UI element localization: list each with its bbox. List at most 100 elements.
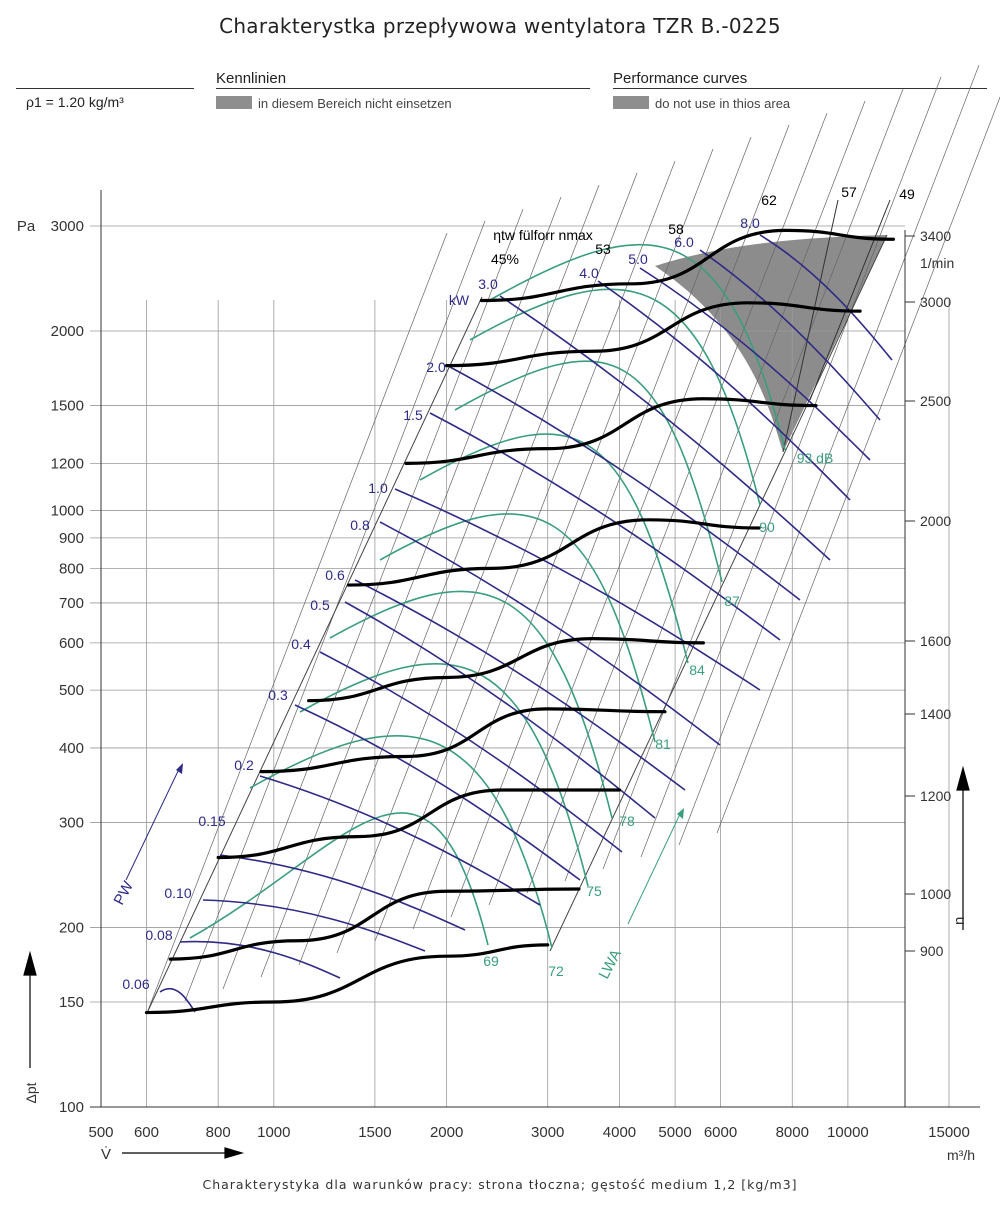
left-boundary-line xyxy=(146,296,483,1014)
sound-value-label: 78 xyxy=(619,813,635,829)
power-value-label: 0.08 xyxy=(145,927,172,943)
y-tick-label: 400 xyxy=(59,740,84,757)
chart-footer: Charakterystyka dla warunków pracy: stro… xyxy=(202,1177,798,1192)
power-curve xyxy=(179,940,341,979)
sound-curve xyxy=(419,433,689,664)
de-note: in diesem Bereich nicht einsetzen xyxy=(258,96,452,111)
y-tick-label: 150 xyxy=(59,994,84,1011)
pressure-curve xyxy=(445,301,862,368)
power-value-label: 0.8 xyxy=(350,517,370,533)
power-value-label: 0.4 xyxy=(291,636,311,652)
header-rule-en xyxy=(613,88,987,89)
sound-curve xyxy=(454,360,723,583)
speed-tick-label: 2500 xyxy=(920,393,951,409)
power-value-label: 0.06 xyxy=(122,976,149,992)
y-tick-label: 1200 xyxy=(51,455,84,472)
x-tick-label: 500 xyxy=(88,1124,113,1141)
pw-arrow-line xyxy=(125,766,181,881)
sound-value-label: 81 xyxy=(655,736,671,752)
pressure-curve xyxy=(216,788,622,860)
speed-tick-label: 900 xyxy=(920,943,944,959)
en-title: Performance curves xyxy=(613,70,748,87)
power-curve xyxy=(159,987,196,1013)
speed-tick-label: 2000 xyxy=(920,513,951,529)
power-curve xyxy=(354,579,686,791)
right-boundary-line xyxy=(549,234,888,952)
pw-arrow-head xyxy=(176,763,183,774)
power-curve xyxy=(202,899,426,952)
power-curve xyxy=(759,234,893,361)
skew-gridline xyxy=(526,112,828,894)
pressure-curve xyxy=(168,887,581,961)
pressure-curve xyxy=(259,707,667,774)
x-tick-label: 2000 xyxy=(430,1124,463,1141)
lwa-arrow-head xyxy=(677,808,684,819)
eff-line-49 xyxy=(809,199,891,401)
y-tick-label: 1000 xyxy=(51,503,84,520)
sound-value-label: 72 xyxy=(548,963,564,979)
y-tick-label: 200 xyxy=(59,919,84,936)
skew-gridline xyxy=(678,64,980,846)
pressure-curve xyxy=(404,397,818,465)
lwa-axis-label: LWA xyxy=(596,947,625,982)
skew-gridline xyxy=(412,148,714,930)
skew-gridline xyxy=(146,232,448,1014)
x-tick-label: 8000 xyxy=(776,1124,809,1141)
fan-performance-chart: 100 150 200 300 400 500 600 700 800 900 1000 1200 15… xyxy=(17,64,1000,1163)
power-value-label: 5.0 xyxy=(628,251,648,267)
sound-value-label: 93 dB xyxy=(797,450,834,466)
speed-tick-label: 3000 xyxy=(920,294,951,310)
y-tick-label: 800 xyxy=(59,560,84,577)
power-value-label: 6.0 xyxy=(674,234,694,250)
power-curve xyxy=(294,704,581,881)
power-value-label: 0.5 xyxy=(310,597,330,613)
header-rule-left xyxy=(16,88,194,89)
efficiency-value-label: 53 xyxy=(595,241,611,257)
power-curve xyxy=(499,295,831,561)
de-swatch xyxy=(216,96,252,109)
sound-value-label: 87 xyxy=(724,593,740,609)
skew-gridline xyxy=(640,76,942,858)
skew-gridline xyxy=(716,96,1000,834)
x-tick-label: 10000 xyxy=(827,1124,869,1141)
speed-arrow xyxy=(956,765,970,930)
speed-tick-label: 1400 xyxy=(920,706,951,722)
x-tick-label: 1500 xyxy=(358,1124,391,1141)
power-curve xyxy=(429,412,781,641)
x-unit-label: m³/h xyxy=(947,1147,975,1163)
skew-gridline xyxy=(298,184,600,966)
power-value-label: 4.0 xyxy=(579,265,599,281)
y-tick-label: 900 xyxy=(59,530,84,547)
y-axis-label: Δpt xyxy=(23,1082,39,1103)
sound-curve xyxy=(469,288,761,506)
sound-curve xyxy=(189,812,489,946)
skew-gridline xyxy=(260,196,562,978)
speed-tick-label: 3400 xyxy=(920,228,951,244)
eff-line-57 xyxy=(782,199,839,453)
speed-axis-label: n xyxy=(951,917,968,925)
x-tick-label: 5000 xyxy=(658,1124,691,1141)
sound-curve xyxy=(489,243,786,451)
x-tick-label: 600 xyxy=(134,1124,159,1141)
skew-gridline xyxy=(488,124,790,906)
speed-tick-label: 1000 xyxy=(920,886,951,902)
speed-tick-label: 1200 xyxy=(920,788,951,804)
speed-tick-label: 1600 xyxy=(920,633,951,649)
y-tick-label: 500 xyxy=(59,682,84,699)
chart-title: Charakterystka przepływowa wentylatora T… xyxy=(219,14,781,38)
en-note: do not use in thios area xyxy=(655,96,791,111)
efficiency-value-label: 49 xyxy=(899,186,915,202)
x-tick-label: 4000 xyxy=(603,1124,636,1141)
y-tick-label: 2000 xyxy=(51,323,84,340)
pressure-curve xyxy=(347,518,761,587)
power-curve xyxy=(597,280,851,501)
y-tick-label: 3000 xyxy=(51,218,84,235)
power-curve xyxy=(379,521,721,746)
pressure-curve xyxy=(479,228,895,303)
y-arrow xyxy=(23,950,37,1068)
power-curve xyxy=(219,854,466,931)
sound-curve xyxy=(249,735,553,949)
power-curve xyxy=(639,267,871,461)
skew-gridline xyxy=(222,208,524,990)
efficiency-value-label: 45% xyxy=(491,251,519,267)
